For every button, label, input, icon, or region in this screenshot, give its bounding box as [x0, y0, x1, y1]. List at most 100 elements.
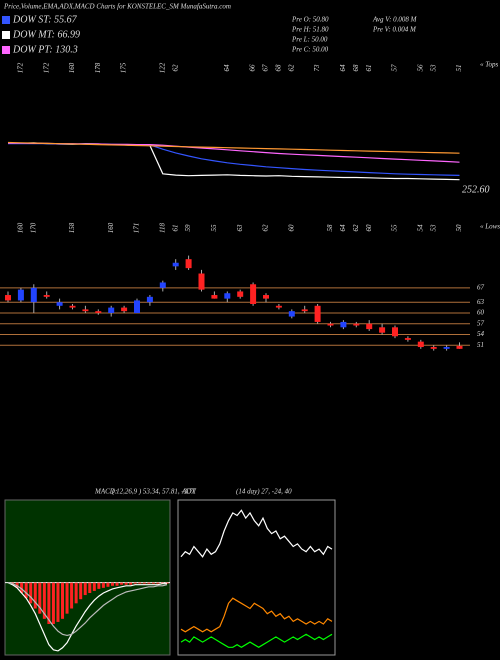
panel-label: MACD: [94, 488, 117, 496]
panel [177, 499, 336, 656]
hist-bar [115, 582, 119, 586]
series-line [7, 141, 460, 154]
series-line [180, 633, 333, 649]
panel-label: ADX [181, 488, 196, 496]
candle-body [82, 309, 89, 312]
info-text: Pre H: 51.80 [291, 26, 329, 34]
extreme-label: 68 [275, 64, 283, 72]
candle-body [417, 341, 424, 348]
series-line [180, 509, 333, 558]
extreme-label: 66 [249, 64, 257, 72]
candle-body [379, 327, 386, 333]
extreme-label: 55 [391, 224, 399, 232]
hist-bar [124, 582, 128, 585]
series-line [7, 582, 168, 637]
extreme-label: 118 [158, 223, 166, 233]
extreme-label: 50 [455, 224, 463, 232]
legend-label: DOW PT: 130.3 [12, 44, 78, 55]
legend-swatch [2, 16, 10, 24]
candle-body [430, 347, 437, 349]
candle-body [198, 273, 205, 290]
panel-params: ( 12,26,9 ) 53.34, 57.81, -3.77 [112, 488, 196, 496]
legend-swatch [2, 31, 10, 39]
hist-bar [101, 582, 105, 588]
extreme-label: 63 [236, 224, 244, 232]
candle-body [43, 295, 50, 297]
extreme-label: 158 [68, 222, 76, 233]
hist-bar [42, 582, 46, 619]
extreme-label: 172 [17, 62, 25, 73]
extreme-label: 60 [365, 224, 373, 232]
legend-label: DOW ST: 55.67 [12, 14, 78, 25]
extreme-label: 62 [287, 64, 295, 72]
candle-body [5, 295, 11, 301]
extreme-label: 64 [339, 64, 347, 72]
hist-bar [92, 582, 96, 591]
hist-bar [33, 582, 37, 609]
extreme-label: 51 [455, 65, 463, 72]
extreme-label: 172 [42, 62, 50, 73]
extreme-label: 160 [17, 222, 25, 233]
y-tick-label: 57 [477, 319, 485, 327]
hist-bar [51, 582, 55, 624]
candle-body [56, 302, 63, 306]
extreme-label: 175 [120, 62, 128, 73]
panel [4, 499, 171, 656]
extreme-label: 62 [352, 224, 360, 232]
info-text: Pre O: 50.80 [291, 16, 329, 24]
extreme-label: 64 [339, 224, 347, 232]
hist-bar [24, 582, 28, 599]
y-tick-label: 54 [477, 330, 485, 338]
extreme-label: 73 [313, 64, 321, 72]
hist-bar [129, 582, 133, 585]
extreme-label: 122 [158, 62, 166, 73]
candle-body [108, 307, 115, 313]
panel-params: (14 day) 27, -24, 40 [236, 488, 292, 496]
candle-body [353, 323, 360, 326]
candle-body [288, 311, 295, 317]
hist-bar [47, 582, 51, 624]
hist-bar [151, 582, 155, 584]
extreme-label: 56 [416, 64, 424, 72]
extreme-label: 178 [94, 62, 102, 73]
candle-body [301, 309, 308, 312]
candle-body [340, 321, 347, 328]
hist-bar [29, 582, 33, 604]
candle-body [172, 262, 179, 267]
candle-body [275, 305, 282, 308]
hist-bar [65, 582, 69, 614]
y-tick-label: 63 [477, 298, 485, 306]
candle-body [159, 282, 166, 288]
hist-bar [97, 582, 101, 589]
extreme-label: 61 [171, 225, 179, 232]
extreme-label: 62 [262, 224, 270, 232]
extreme-label: 60 [287, 224, 295, 232]
y-tick-label: 51 [477, 341, 484, 349]
lows-marker: « Lows [480, 223, 500, 231]
hist-bar [138, 582, 142, 584]
candle-body [69, 305, 76, 308]
candle-body [146, 296, 153, 303]
candle-body [250, 284, 257, 304]
info-text: Pre L: 50.00 [291, 36, 328, 44]
hist-bar [147, 582, 151, 584]
candle-body [404, 338, 411, 340]
legend-label: DOW MT: 66.99 [12, 29, 80, 40]
info-text: Pre C: 50.00 [291, 46, 329, 54]
candle-body [224, 293, 231, 299]
extreme-label: 67 [262, 64, 270, 72]
hist-bar [133, 582, 137, 584]
hist-bar [70, 582, 74, 609]
candle-body [237, 291, 244, 297]
candle-body [121, 307, 128, 312]
hist-bar [156, 582, 160, 584]
hist-bar [74, 582, 78, 604]
info-text: Avg V: 0.008 M [372, 16, 418, 24]
extreme-label: 62 [171, 64, 179, 72]
candle-body [30, 287, 37, 303]
extreme-label: 170 [29, 222, 37, 233]
extreme-label: 160 [68, 62, 76, 73]
candle-body [263, 295, 269, 299]
hist-bar [20, 582, 24, 593]
